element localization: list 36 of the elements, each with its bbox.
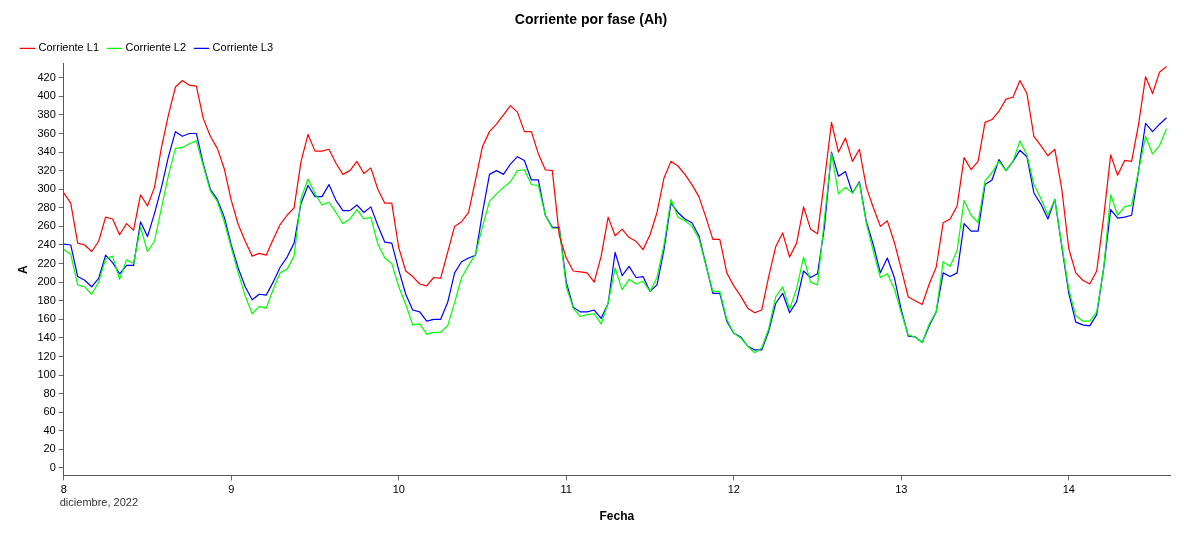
y-tick-label: 280 (37, 200, 56, 213)
y-tick-label: 300 (37, 182, 56, 195)
x-tick-label: 8 (60, 483, 67, 496)
y-tick-label: 180 (37, 293, 56, 306)
y-tick-label: 420 (37, 70, 56, 83)
x-tick-label: 13 (895, 483, 908, 496)
x-axis-title: Fecha (599, 509, 635, 524)
text: diciembre, 2022 (59, 495, 139, 508)
y-axis-title: A (15, 264, 30, 274)
y-tick-label: 400 (37, 89, 56, 102)
chart-title: Corriente por fase (Ah) (514, 11, 668, 28)
legend-label: Corriente L3 (212, 41, 274, 54)
y-tick-label: 120 (37, 349, 56, 362)
legend-label: Corriente L1 (38, 41, 100, 54)
y-tick-label: 320 (37, 163, 56, 176)
y-tick-label: 220 (37, 256, 56, 269)
y-tick-label: 20 (43, 442, 56, 455)
y-tick-label: 360 (37, 126, 56, 139)
x-tick-label: 11 (560, 483, 572, 496)
y-tick-label: 340 (37, 145, 56, 158)
x-tick-label: 9 (228, 483, 235, 496)
y-tick-label: 240 (37, 238, 56, 251)
x-tick-label: 10 (392, 483, 405, 496)
y-tick-label: 100 (37, 368, 56, 381)
y-tick-label: 200 (37, 275, 56, 288)
y-tick-label: 380 (37, 107, 56, 120)
y-tick-label: 140 (37, 330, 56, 343)
y-tick-label: 60 (43, 405, 56, 418)
y-tick-label: 0 (49, 461, 56, 473)
x-tick-label: 12 (727, 483, 740, 496)
legend-label: Corriente L2 (125, 41, 187, 54)
y-tick-label: 80 (43, 386, 56, 399)
y-tick-label: 260 (37, 219, 56, 232)
y-tick-label: 40 (43, 423, 56, 436)
x-tick-label: 14 (1062, 483, 1075, 496)
y-tick-label: 160 (37, 312, 56, 325)
